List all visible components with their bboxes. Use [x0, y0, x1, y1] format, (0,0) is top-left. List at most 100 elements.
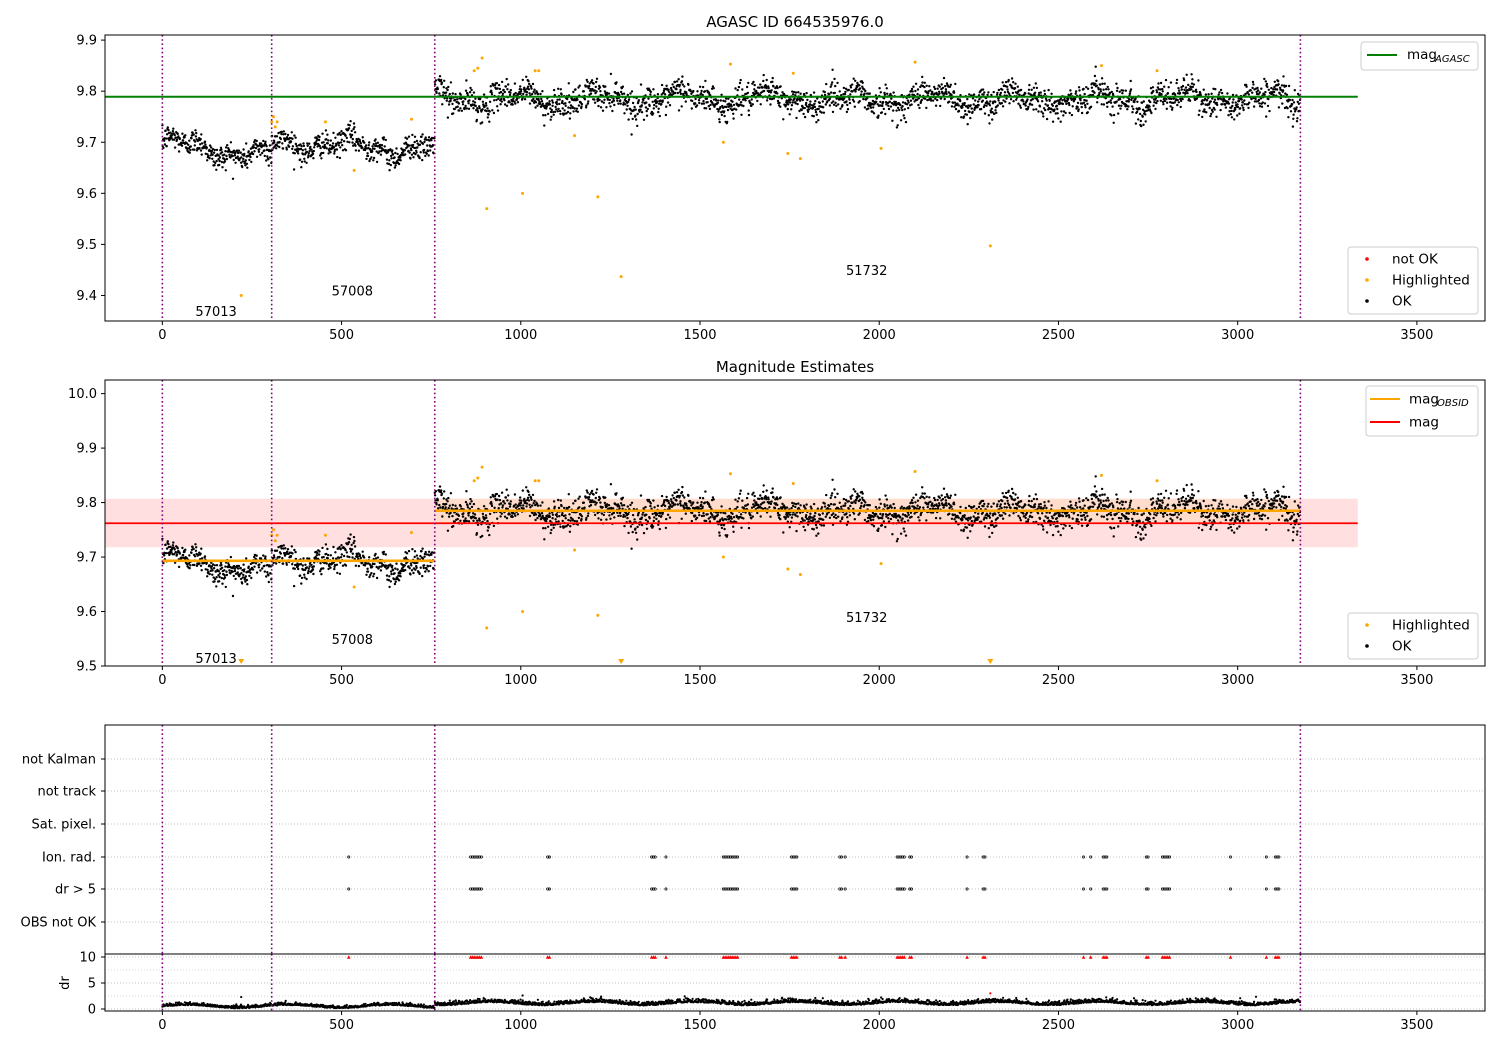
ok-point	[262, 144, 266, 147]
ok-point	[446, 500, 449, 503]
ok-point	[493, 506, 496, 509]
ok-point	[690, 504, 693, 507]
ok-point	[824, 515, 827, 518]
ok-point	[399, 156, 402, 159]
ok-point	[319, 146, 322, 150]
ok-point	[556, 98, 559, 102]
ok-point	[444, 502, 448, 506]
ok-point	[499, 103, 502, 106]
ok-point	[313, 146, 316, 149]
ok-point	[219, 146, 223, 149]
ok-point	[796, 98, 799, 101]
ok-point	[414, 568, 417, 571]
ok-point	[1181, 97, 1184, 101]
ok-point	[716, 101, 719, 105]
ok-point	[1152, 104, 1155, 107]
ok-point	[167, 128, 170, 132]
ok-point	[504, 85, 508, 88]
ok-point	[970, 107, 973, 110]
ok-point	[813, 105, 817, 109]
ok-point	[285, 561, 288, 565]
ok-point	[448, 504, 451, 507]
legend-box	[1360, 41, 1479, 71]
ok-point	[443, 490, 446, 493]
ok-point	[344, 548, 347, 552]
ok-point	[404, 568, 407, 572]
ok-point	[884, 83, 887, 86]
ok-point	[482, 93, 486, 96]
ok-point	[702, 99, 705, 103]
ok-point	[427, 154, 430, 157]
ok-point	[1056, 112, 1059, 115]
ok-point	[531, 99, 534, 103]
ok-point	[1131, 111, 1134, 114]
ok-point	[839, 98, 843, 101]
ok-point	[911, 90, 914, 93]
ok-point	[232, 574, 235, 578]
ok-point	[1205, 111, 1208, 114]
ok-point	[843, 504, 847, 507]
ok-point	[305, 161, 308, 164]
ok-point	[1003, 91, 1007, 94]
ok-point	[554, 110, 557, 114]
ok-point	[1016, 92, 1019, 95]
ok-point	[172, 553, 176, 556]
ok-point	[281, 557, 284, 560]
ok-point	[372, 572, 376, 576]
ok-point	[558, 102, 561, 106]
ok-point	[921, 81, 924, 84]
ok-point	[936, 87, 939, 90]
ok-point	[1064, 111, 1067, 115]
ok-point	[1155, 89, 1158, 92]
ok-point	[657, 523, 660, 526]
ok-point	[1086, 111, 1090, 114]
ok-point	[561, 512, 564, 515]
ok-point	[783, 506, 786, 509]
ok-point	[544, 114, 547, 117]
ok-point	[681, 494, 684, 497]
ok-point	[1117, 112, 1120, 115]
ok-point	[1263, 77, 1266, 81]
ok-point	[1001, 81, 1004, 84]
ok-point	[388, 585, 391, 589]
ok-point	[823, 90, 826, 94]
ok-point	[1236, 105, 1240, 109]
ok-point	[1166, 92, 1170, 95]
ok-point	[918, 106, 921, 110]
ok-point	[805, 503, 808, 506]
ok-point	[388, 169, 391, 172]
ok-point	[1030, 93, 1033, 97]
ok-point	[712, 87, 715, 90]
ok-point	[502, 88, 505, 92]
ok-point	[585, 104, 588, 107]
ok-point	[239, 566, 242, 570]
ok-point	[533, 88, 536, 91]
ok-point	[374, 138, 377, 141]
ok-point	[1169, 81, 1173, 84]
ok-point	[481, 121, 484, 124]
ok-point	[851, 90, 854, 93]
ok-point	[627, 512, 630, 516]
ok-point	[268, 144, 272, 147]
ok-point	[785, 506, 789, 509]
ok-point	[1036, 100, 1040, 103]
ok-point	[206, 575, 209, 578]
highlighted-point	[485, 207, 489, 211]
ok-point	[993, 112, 996, 116]
ok-point	[831, 110, 835, 114]
ok-point	[787, 515, 790, 518]
ok-point	[422, 564, 426, 567]
ok-point	[282, 544, 285, 547]
ok-point	[395, 147, 398, 150]
ok-point	[830, 83, 833, 86]
ok-point	[585, 489, 588, 492]
ok-point	[1030, 88, 1033, 92]
ok-point	[648, 517, 651, 520]
ok-point	[218, 572, 222, 575]
ok-point	[1022, 100, 1025, 103]
ok-point	[650, 507, 653, 510]
ok-point	[204, 143, 207, 146]
ok-point	[438, 92, 441, 95]
ok-point	[285, 563, 288, 566]
ok-point	[524, 88, 527, 91]
